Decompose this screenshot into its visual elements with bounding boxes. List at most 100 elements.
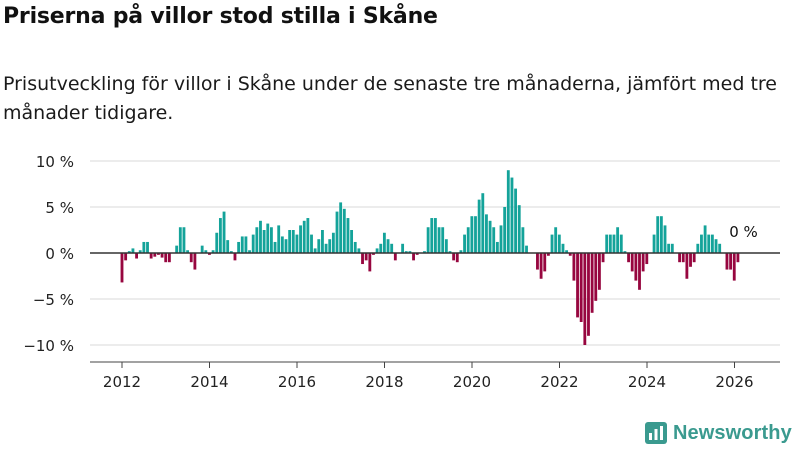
- bar: [310, 234, 313, 253]
- x-tick-label: 2018: [365, 373, 403, 391]
- bar: [167, 253, 171, 263]
- bar: [244, 236, 248, 253]
- bar: [437, 227, 441, 253]
- bar: [284, 239, 288, 253]
- bar: [678, 253, 682, 263]
- bar: [539, 253, 543, 279]
- bar: [568, 253, 572, 256]
- bar: [597, 253, 601, 290]
- y-axis-tick-labels: 10 % 5 % 0 % −5 % −10 %: [23, 153, 74, 355]
- bar: [240, 236, 244, 253]
- bar: [627, 253, 630, 263]
- bar: [138, 250, 142, 253]
- bar: [536, 253, 539, 270]
- bar: [423, 251, 426, 253]
- bar: [426, 227, 430, 253]
- bar: [499, 225, 503, 253]
- x-tick-label: 2024: [628, 373, 666, 391]
- bar: [703, 225, 707, 253]
- bar: [229, 251, 233, 253]
- bar: [525, 245, 528, 253]
- bar: [364, 253, 368, 261]
- bar: [208, 253, 211, 255]
- bar: [262, 230, 266, 253]
- bar: [667, 243, 671, 253]
- bar: [251, 234, 255, 253]
- bar: [565, 250, 569, 253]
- bar: [433, 218, 437, 253]
- bar: [572, 253, 576, 281]
- y-tick-label: 5 %: [45, 199, 74, 217]
- bar: [259, 220, 262, 253]
- x-tick-label: 2016: [278, 373, 316, 391]
- bar: [576, 253, 579, 318]
- bar: [634, 253, 638, 281]
- bar: [255, 227, 259, 253]
- bar: [404, 251, 408, 253]
- bar: [448, 251, 452, 253]
- bar: [353, 241, 357, 253]
- bar: [160, 253, 164, 258]
- bar: [616, 227, 620, 253]
- bar: [546, 253, 550, 256]
- bar: [266, 223, 270, 253]
- bar: [477, 199, 481, 253]
- bar: [335, 211, 339, 253]
- brand: Newsworthy: [645, 420, 792, 446]
- bar: [295, 234, 299, 253]
- bar: [372, 253, 375, 255]
- bar: [324, 243, 328, 253]
- bar: [291, 230, 295, 253]
- bar: [277, 225, 281, 253]
- bar: [218, 218, 222, 253]
- annotations: 0 %: [729, 223, 758, 241]
- bar: [506, 170, 510, 253]
- bar: [732, 253, 736, 281]
- bar: [142, 241, 146, 253]
- bar: [331, 232, 335, 253]
- bar-series: [120, 170, 743, 345]
- bar: [178, 227, 182, 253]
- bar: [521, 227, 525, 253]
- bar: [718, 243, 722, 253]
- bar: [186, 250, 190, 253]
- bar: [317, 239, 321, 253]
- bar: [346, 218, 350, 253]
- bar: [193, 253, 197, 270]
- bar: [641, 253, 645, 272]
- bar: [510, 177, 514, 253]
- bar: [211, 250, 215, 253]
- bar: [729, 253, 733, 270]
- bar: [342, 208, 346, 253]
- bar: [492, 227, 496, 253]
- bar: [375, 248, 379, 253]
- bar: [714, 239, 718, 253]
- bar: [444, 239, 448, 253]
- y-tick-label: 0 %: [45, 245, 74, 263]
- bar: [550, 234, 554, 253]
- bar: [386, 239, 390, 253]
- chart-title: Priserna på villor stod stilla i Skåne: [3, 4, 438, 29]
- bar: [710, 234, 714, 253]
- bar: [656, 216, 660, 253]
- bar: [594, 253, 598, 301]
- bar: [288, 230, 292, 253]
- bar: [189, 253, 193, 263]
- bar: [200, 245, 204, 253]
- bar: [590, 253, 594, 313]
- bar: [146, 241, 149, 253]
- brand-name: Newsworthy: [673, 421, 792, 444]
- bar: [306, 218, 310, 253]
- bar: [350, 230, 354, 253]
- bar: [696, 243, 700, 253]
- bar: [481, 193, 485, 253]
- bar: [368, 253, 372, 272]
- latest-value-label: 0 %: [729, 223, 758, 241]
- bar: [554, 227, 558, 253]
- bar: [237, 241, 241, 253]
- bar: [357, 248, 361, 253]
- bar: [149, 253, 153, 259]
- bar: [328, 239, 332, 253]
- bar: [313, 248, 317, 253]
- bar: [587, 253, 590, 336]
